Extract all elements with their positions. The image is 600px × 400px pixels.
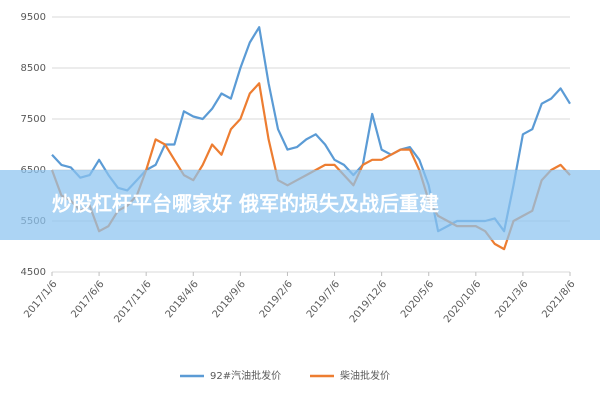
banner-band	[0, 170, 600, 240]
y-tick-label: 8500	[21, 63, 46, 74]
y-tick-label: 4500	[21, 267, 46, 278]
y-tick-label: 7500	[21, 114, 46, 125]
legend-label: 柴油批发价	[340, 369, 390, 382]
y-tick-label: 9500	[21, 12, 46, 23]
legend-label: 92#汽油批发价	[210, 369, 281, 382]
banner-text: 炒股杠杆平台哪家好 俄军的损失及战后重建	[52, 192, 439, 216]
